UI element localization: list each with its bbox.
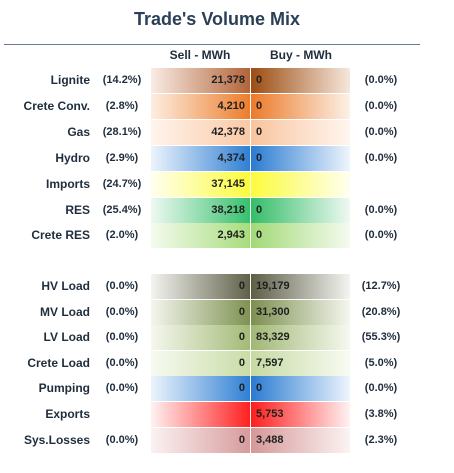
sell-value-cell: 4,210 bbox=[151, 94, 250, 119]
row-label: Pumping bbox=[38, 381, 90, 395]
center-divider bbox=[250, 68, 251, 456]
table-row-mv-load: MV Load (0.0%) 0 31,300 (20.8%) bbox=[0, 300, 454, 325]
buy-value-cell: 31,300 bbox=[251, 300, 350, 325]
sell-value-cell: 38,218 bbox=[151, 198, 250, 223]
buy-value-cell: 3,488 bbox=[251, 428, 350, 453]
buy-value-cell: 5,753 bbox=[251, 402, 350, 427]
row-label: HV Load bbox=[41, 279, 90, 293]
buy-percent: (0.0%) bbox=[364, 382, 398, 394]
buy-percent: (12.7%) bbox=[361, 280, 401, 292]
chart-title: Trade's Volume Mix bbox=[134, 9, 300, 29]
sell-value-cell: 0 bbox=[151, 300, 250, 325]
sell-value-cell: 21,378 bbox=[151, 68, 250, 93]
buy-percent: (0.0%) bbox=[364, 100, 398, 112]
table-row-crete-conv: Crete Conv. (2.8%) 4,210 0 (0.0%) bbox=[0, 94, 454, 119]
table-row-sys-losses: Sys.Losses (0.0%) 0 3,488 (2.3%) bbox=[0, 428, 454, 453]
sell-value-cell: 0 bbox=[151, 428, 250, 453]
row-label: Crete Conv. bbox=[23, 99, 90, 113]
row-label: Crete Load bbox=[27, 356, 90, 370]
buy-value-cell: 0 bbox=[251, 223, 350, 248]
sell-value-cell: 4,374 bbox=[151, 146, 250, 171]
title-divider bbox=[4, 44, 420, 45]
sell-percent: (0.0%) bbox=[105, 280, 139, 292]
table-row-lignite: Lignite (14.2%) 21,378 0 (0.0%) bbox=[0, 68, 454, 93]
buy-value-cell: 0 bbox=[251, 68, 350, 93]
sell-percent: (2.9%) bbox=[105, 152, 139, 164]
buy-percent: (0.0%) bbox=[364, 229, 398, 241]
buy-percent: (2.3%) bbox=[364, 434, 398, 446]
table-row-lv-load: LV Load (0.0%) 0 83,329 (55.3%) bbox=[0, 325, 454, 350]
sell-percent: (28.1%) bbox=[102, 126, 142, 138]
sell-percent: (24.7%) bbox=[102, 178, 142, 190]
buy-value-cell: 0 bbox=[251, 376, 350, 401]
row-label: Hydro bbox=[55, 151, 90, 165]
sell-value-cell: 0 bbox=[151, 376, 250, 401]
table-row-hydro: Hydro (2.9%) 4,374 0 (0.0%) bbox=[0, 146, 454, 171]
sell-percent: (2.0%) bbox=[105, 229, 139, 241]
table-row-gas: Gas (28.1%) 42,378 0 (0.0%) bbox=[0, 120, 454, 145]
table-row-crete-load: Crete Load (0.0%) 0 7,597 (5.0%) bbox=[0, 351, 454, 376]
table-row-pumping: Pumping (0.0%) 0 0 (0.0%) bbox=[0, 376, 454, 401]
sell-percent: (0.0%) bbox=[105, 331, 139, 343]
buy-percent: (0.0%) bbox=[364, 126, 398, 138]
sell-percent: (0.0%) bbox=[105, 306, 139, 318]
row-label: MV Load bbox=[40, 305, 90, 319]
sell-value-cell: 2,943 bbox=[151, 223, 250, 248]
sell-percent: (0.0%) bbox=[105, 382, 139, 394]
sell-column-header: Sell - MWh bbox=[169, 48, 231, 62]
buy-value-cell: 0 bbox=[251, 120, 350, 145]
sell-value-cell: 0 bbox=[151, 274, 250, 299]
buy-value-cell: 83,329 bbox=[251, 325, 350, 350]
sell-value-cell: 0 bbox=[151, 351, 250, 376]
sell-value-cell: 37,145 bbox=[151, 172, 250, 197]
buy-column-header: Buy - MWh bbox=[270, 48, 332, 62]
buy-percent: (0.0%) bbox=[364, 204, 398, 216]
table-row-imports: Imports (24.7%) 37,145 bbox=[0, 172, 454, 197]
buy-value-cell: 0 bbox=[251, 198, 350, 223]
buy-value-cell: 0 bbox=[251, 146, 350, 171]
buy-percent: (0.0%) bbox=[364, 152, 398, 164]
table-row-crete-res: Crete RES (2.0%) 2,943 0 (0.0%) bbox=[0, 223, 454, 248]
row-label: LV Load bbox=[43, 330, 90, 344]
row-label: Imports bbox=[45, 177, 90, 191]
sell-value-cell bbox=[151, 402, 250, 427]
buy-value-cell: 0 bbox=[251, 94, 350, 119]
buy-value-cell: 7,597 bbox=[251, 351, 350, 376]
row-label: Gas bbox=[67, 125, 90, 139]
row-label: Sys.Losses bbox=[23, 433, 90, 447]
table-row-exports: Exports 5,753 (3.8%) bbox=[0, 402, 454, 427]
sell-percent: (0.0%) bbox=[105, 434, 139, 446]
sell-percent: (25.4%) bbox=[102, 204, 142, 216]
buy-percent: (20.8%) bbox=[361, 306, 401, 318]
buy-value-cell: 19,179 bbox=[251, 274, 350, 299]
row-label: Exports bbox=[45, 407, 90, 421]
row-label: Lignite bbox=[50, 73, 90, 87]
buy-percent: (55.3%) bbox=[361, 331, 401, 343]
sell-percent: (2.8%) bbox=[105, 100, 139, 112]
table-row-hv-load: HV Load (0.0%) 0 19,179 (12.7%) bbox=[0, 274, 454, 299]
buy-value-cell bbox=[251, 172, 350, 197]
row-label: RES bbox=[65, 203, 90, 217]
sell-percent: (14.2%) bbox=[102, 74, 142, 86]
table-row-res: RES (25.4%) 38,218 0 (0.0%) bbox=[0, 198, 454, 223]
sell-percent: (0.0%) bbox=[105, 357, 139, 369]
row-label: Crete RES bbox=[31, 228, 90, 242]
buy-percent: (0.0%) bbox=[364, 74, 398, 86]
sell-value-cell: 0 bbox=[151, 325, 250, 350]
buy-percent: (5.0%) bbox=[364, 357, 398, 369]
buy-percent: (3.8%) bbox=[364, 408, 398, 420]
sell-value-cell: 42,378 bbox=[151, 120, 250, 145]
